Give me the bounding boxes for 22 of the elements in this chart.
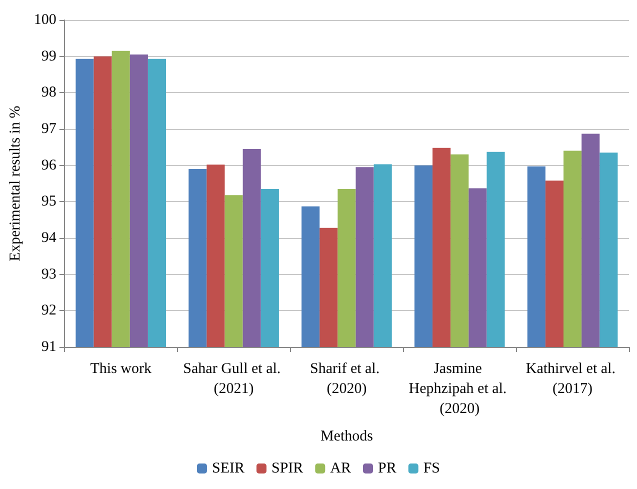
x-tick-label: Kathirvel et al. (2017) [526, 361, 620, 397]
x-tick-label: Sharif et al. (2020) [310, 361, 384, 397]
y-tick-label: 94 [41, 230, 57, 246]
legend-label: FS [423, 460, 440, 476]
legend-label: PR [378, 460, 396, 476]
x-tick-label: This work [90, 361, 152, 377]
y-tick-label: 91 [41, 339, 56, 355]
legend-label: AR [330, 460, 352, 476]
x-axis-title: Methods [320, 428, 374, 444]
y-tick-label: 92 [41, 302, 56, 319]
y-tick-label: 98 [41, 84, 56, 101]
y-axis-title: Experimental results in % [8, 106, 24, 262]
y-tick-label: 99 [41, 48, 56, 64]
x-tick-label: Sahar Gull et al. (2021) [183, 361, 284, 397]
y-tick-label: 96 [41, 157, 57, 174]
x-tick-label: Jasmine Hephzipah et al. (2020) [408, 361, 510, 417]
y-tick-label: 97 [41, 121, 57, 137]
y-tick-label: 93 [41, 266, 56, 282]
legend-label: SEIR [212, 460, 244, 476]
legend-label: SPIR [271, 460, 304, 476]
y-tick-label: 100 [34, 12, 56, 28]
y-tick-label: 95 [41, 194, 56, 210]
